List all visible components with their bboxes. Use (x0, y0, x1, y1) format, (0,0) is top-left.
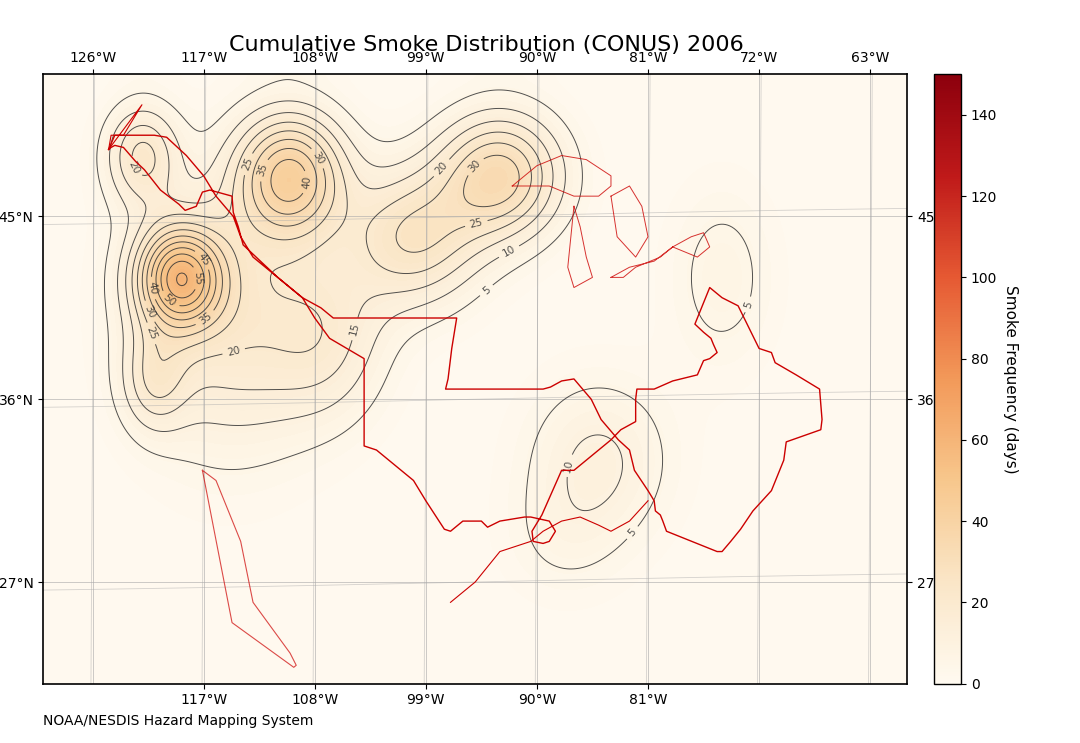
Text: 25: 25 (145, 325, 159, 341)
Text: 25: 25 (469, 217, 484, 230)
Text: 20: 20 (126, 159, 141, 175)
Text: 35: 35 (256, 162, 270, 178)
Text: 20: 20 (434, 160, 450, 176)
Text: 5: 5 (626, 527, 638, 539)
Y-axis label: Smoke Frequency (days): Smoke Frequency (days) (1003, 285, 1018, 473)
Text: Cumulative Smoke Distribution (CONUS) 2006: Cumulative Smoke Distribution (CONUS) 20… (229, 35, 743, 54)
Text: 5: 5 (743, 300, 754, 309)
Text: 15: 15 (349, 322, 362, 337)
Text: 10: 10 (563, 458, 575, 473)
Text: 20: 20 (226, 345, 241, 358)
Text: 55: 55 (192, 271, 203, 285)
Text: 30: 30 (311, 149, 326, 166)
Text: 30: 30 (467, 158, 483, 174)
Text: NOAA/NESDIS Hazard Mapping System: NOAA/NESDIS Hazard Mapping System (43, 714, 313, 727)
Text: 30: 30 (143, 303, 157, 319)
Text: 40: 40 (146, 281, 158, 296)
Text: 35: 35 (198, 311, 214, 327)
Text: 40: 40 (301, 175, 312, 189)
Text: 5: 5 (481, 285, 492, 296)
Text: 25: 25 (241, 156, 255, 172)
Text: 50: 50 (161, 292, 177, 308)
Text: 10: 10 (501, 244, 517, 259)
Text: 45: 45 (195, 251, 212, 267)
